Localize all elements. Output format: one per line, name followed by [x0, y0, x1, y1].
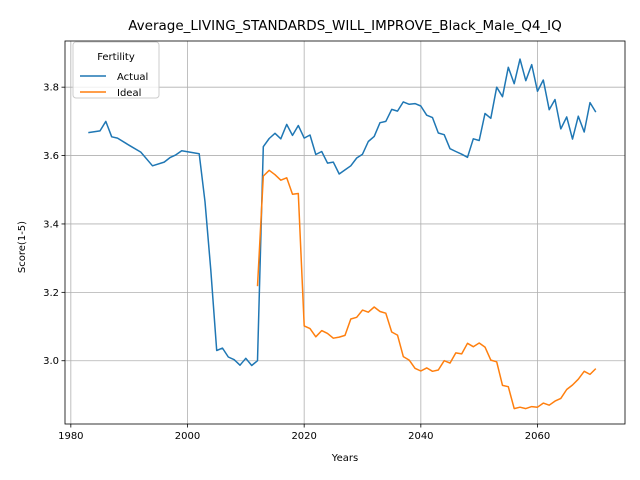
grid	[65, 41, 625, 424]
x-tick-label: 2020	[291, 431, 316, 442]
legend-box	[72, 41, 160, 99]
x-axis-ticks: 1980 2000 2020 2040 2060	[58, 424, 550, 442]
legend-label-ideal: Ideal	[117, 88, 141, 99]
series-line-actual	[88, 58, 597, 367]
y-axis-label: Score(1-5)	[17, 221, 28, 273]
legend: Fertility Actual Ideal	[72, 41, 160, 99]
legend-label-actual: Actual	[117, 72, 148, 83]
x-tick-label: 2040	[408, 431, 433, 442]
plot-frame	[64, 40, 626, 425]
y-axis-ticks: 3.0 3.2 3.4 3.6 3.8	[43, 83, 65, 367]
chart-title: Average_LIVING_STANDARDS_WILL_IMPROVE_Bl…	[128, 18, 562, 34]
y-tick-label: 3.4	[43, 219, 59, 230]
x-tick-label: 2060	[525, 431, 550, 442]
y-tick-label: 3.2	[43, 288, 59, 299]
y-tick-label: 3.0	[43, 356, 59, 367]
y-tick-label: 3.6	[43, 151, 59, 162]
series-lines	[88, 58, 597, 410]
series-line-ideal	[256, 169, 597, 410]
x-axis-label: Years	[331, 453, 358, 464]
x-tick-label: 1980	[58, 431, 83, 442]
x-tick-label: 2000	[175, 431, 200, 442]
y-tick-label: 3.8	[43, 83, 59, 94]
legend-title: Fertility	[97, 52, 135, 63]
